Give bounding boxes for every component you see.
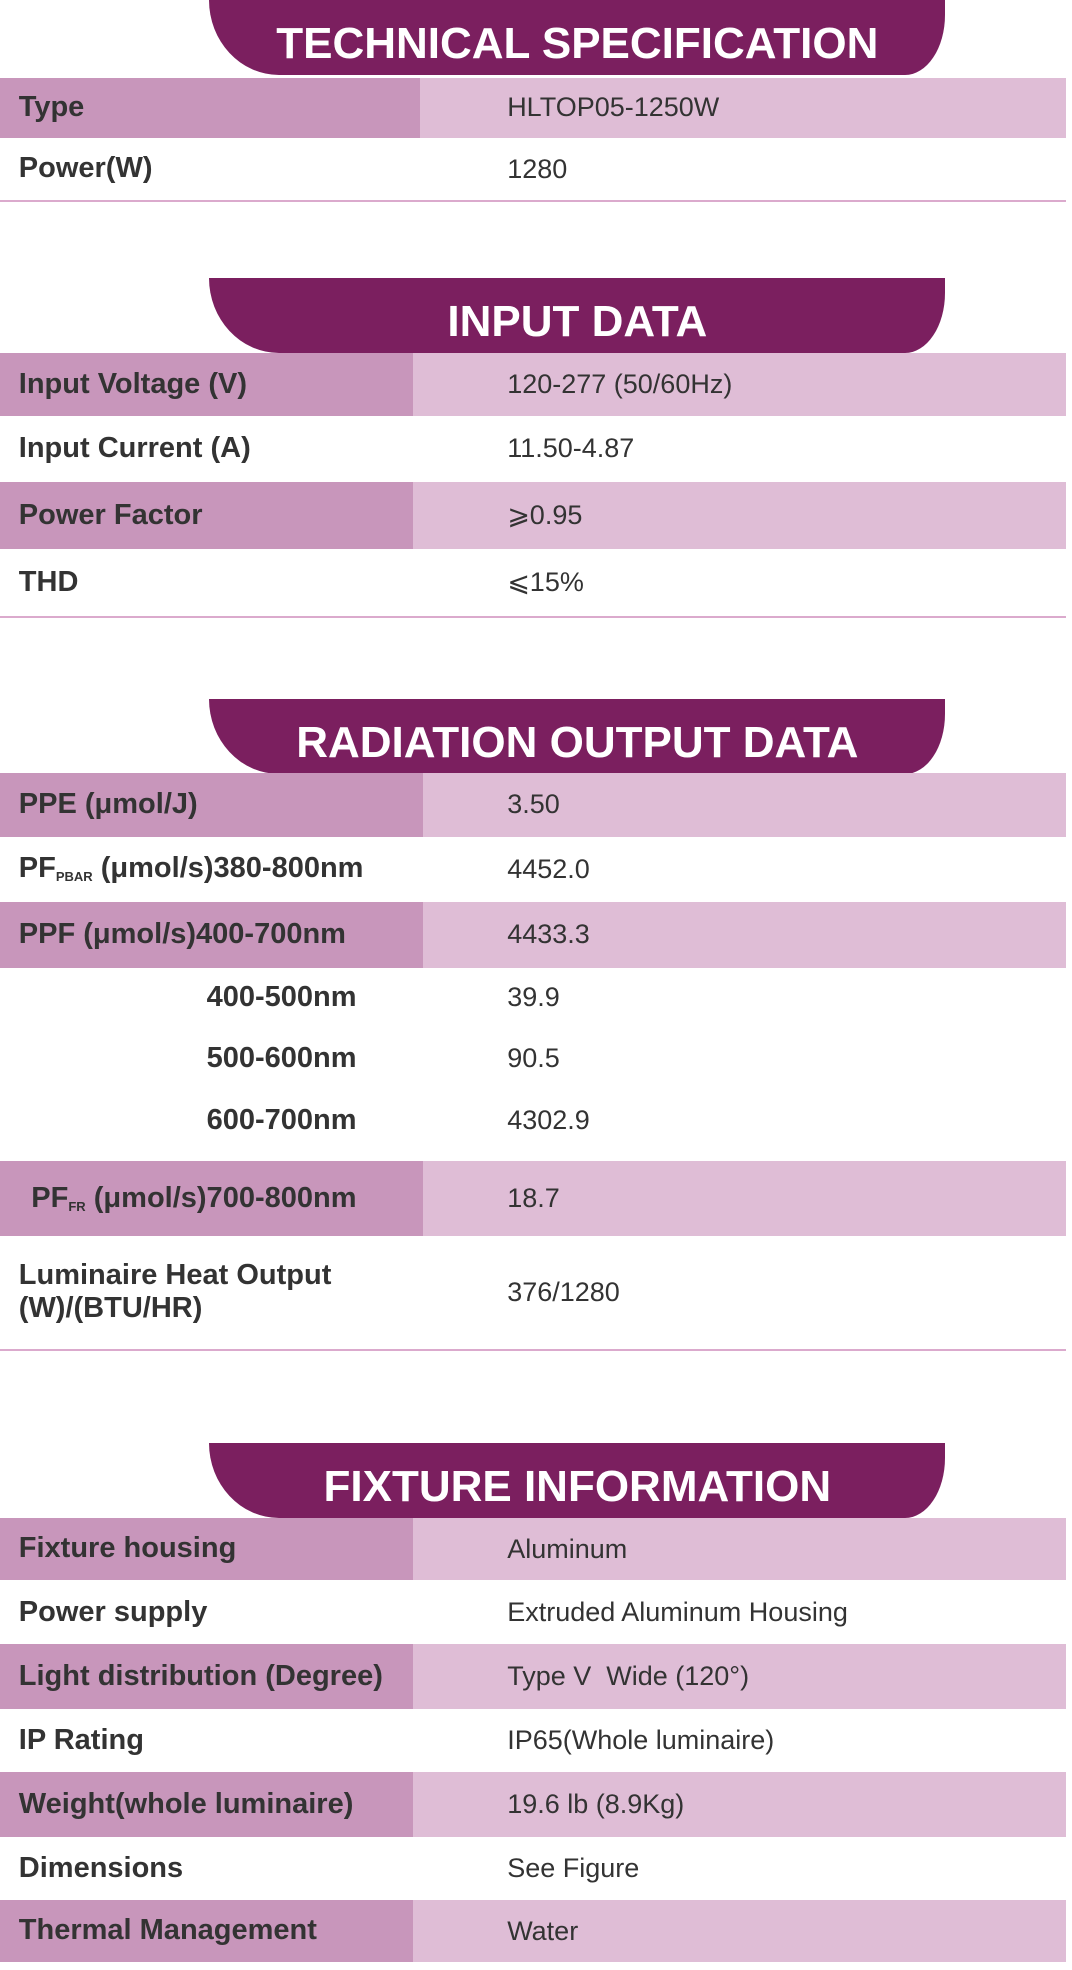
row-label: PFFR (μmol/s)700-800nm — [0, 1160, 424, 1237]
section-header: FIXTURE INFORMATION — [209, 1442, 946, 1518]
label-text: Luminaire Heat Output (W)/(BTU/HR) — [18, 1259, 332, 1325]
row-value: 4433.3 — [423, 901, 1066, 969]
row-value: IP65(Whole luminaire) — [413, 1709, 1065, 1772]
value-text: 3.50 — [507, 789, 560, 820]
row-value: 1280 — [420, 138, 1066, 201]
row-value: 4452.0 — [423, 837, 1065, 902]
row-label: IP Rating — [0, 1709, 413, 1772]
label-text: PFFR (μmol/s)700-800nm — [31, 1182, 356, 1215]
row-label: 500-600nm — [0, 1027, 423, 1090]
label-rest: (μmol/s)700-800nm — [85, 1181, 357, 1214]
value-text: IP65(Whole luminaire) — [507, 1725, 775, 1756]
value-text: 4452.0 — [507, 853, 590, 884]
row-value: 4302.9 — [423, 1090, 1065, 1153]
row-value: Extruded Aluminum Housing — [413, 1580, 1065, 1644]
row-value: 11.50-4.87 — [413, 416, 1065, 482]
row-label: 600-700nm — [0, 1090, 423, 1153]
row-label: Fixture housing — [0, 1517, 414, 1581]
label-text: Type — [18, 91, 85, 124]
row-label: Light distribution (Degree) — [0, 1644, 414, 1710]
row-value: 120-277 (50/60Hz) — [413, 353, 1066, 416]
label-text: Thermal Management — [18, 1914, 317, 1947]
label-text: Light distribution (Degree) — [18, 1660, 383, 1693]
value-text: Extruded Aluminum Housing — [507, 1596, 848, 1627]
row-label: Input Voltage (V) — [0, 353, 414, 416]
label-main: PF — [18, 852, 56, 885]
value-text: 1280 — [507, 153, 568, 184]
value-text: 376/1280 — [507, 1276, 620, 1307]
row-value: 376/1280 — [423, 1236, 1065, 1349]
row-value: ⩽15% — [413, 549, 1065, 617]
value-text: Water — [507, 1915, 579, 1946]
label-text: Power(W) — [18, 152, 153, 185]
label-text: Fixture housing — [18, 1532, 237, 1565]
row-label: PFPBAR (μmol/s)380-800nm — [0, 837, 423, 902]
row-label: Luminaire Heat Output (W)/(BTU/HR) — [0, 1236, 423, 1349]
section-header: TECHNICAL SPECIFICATION — [209, 0, 946, 76]
row-label: THD — [0, 549, 413, 617]
label-text: 400-500nm — [206, 980, 357, 1013]
label-text: Weight(whole luminaire) — [18, 1787, 354, 1820]
label-rest: (μmol/s)380-800nm — [92, 852, 364, 885]
row-value: See Figure — [413, 1837, 1065, 1900]
section-rule — [0, 1348, 1066, 1351]
label-text: THD — [18, 565, 79, 598]
row-label: 400-500nm — [0, 968, 423, 1027]
label-main: PF — [31, 1181, 69, 1214]
section-header: RADIATION OUTPUT DATA — [209, 698, 946, 774]
value-text: 18.7 — [507, 1182, 560, 1213]
row-label: Weight(whole luminaire) — [0, 1772, 414, 1838]
label-subscript: PBAR — [55, 869, 93, 885]
row-label: Power(W) — [0, 138, 420, 201]
row-label: PPE (μmol/J) — [0, 772, 424, 837]
value-text: Type V Wide (120°) — [507, 1661, 750, 1692]
label-text: PPE (μmol/J) — [18, 787, 198, 820]
row-label: Power supply — [0, 1580, 413, 1644]
row-value: ⩾0.95 — [413, 482, 1066, 549]
label-text: Input Voltage (V) — [18, 367, 248, 400]
row-value: 39.9 — [423, 968, 1065, 1027]
row-label: Power Factor — [0, 482, 414, 549]
label-text: Power Factor — [18, 498, 203, 531]
value-text: ⩽15% — [507, 566, 584, 597]
row-value: 18.7 — [423, 1160, 1066, 1237]
value-text: 19.6 lb (8.9Kg) — [507, 1789, 685, 1820]
label-text: 500-600nm — [206, 1041, 357, 1074]
row-label: PPF (μmol/s)400-700nm — [0, 901, 424, 969]
value-text: 11.50-4.87 — [507, 433, 635, 464]
value-text: Aluminum — [507, 1533, 628, 1564]
row-value: HLTOP05-1250W — [419, 77, 1066, 138]
row-value: 90.5 — [423, 1027, 1065, 1090]
label-text: IP Rating — [18, 1724, 144, 1757]
row-label: Type — [0, 77, 420, 138]
row-value: 19.6 lb (8.9Kg) — [413, 1772, 1066, 1838]
section-header: INPUT DATA — [209, 278, 946, 354]
row-value: Aluminum — [413, 1517, 1066, 1581]
value-text: 120-277 (50/60Hz) — [507, 368, 733, 399]
value-text: See Figure — [507, 1852, 640, 1883]
label-text: Input Current (A) — [18, 432, 251, 465]
value-text: 4302.9 — [507, 1105, 590, 1136]
row-label: Input Current (A) — [0, 416, 413, 482]
row-label: Dimensions — [0, 1837, 413, 1900]
section-rule — [0, 200, 1066, 203]
row-value: Type V Wide (120°) — [413, 1644, 1066, 1710]
label-text: 600-700nm — [206, 1104, 357, 1137]
value-text: 39.9 — [507, 981, 560, 1012]
label-text: Power supply — [18, 1595, 208, 1628]
value-text: ⩾0.95 — [507, 499, 583, 530]
value-text: 90.5 — [507, 1042, 560, 1073]
label-subscript: FR — [68, 1198, 86, 1214]
row-value: 3.50 — [423, 772, 1066, 837]
label-text: Dimensions — [18, 1851, 184, 1884]
row-value: Water — [413, 1899, 1066, 1963]
value-text: HLTOP05-1250W — [507, 92, 720, 123]
label-text: PPF (μmol/s)400-700nm — [18, 918, 346, 951]
row-label: Thermal Management — [0, 1899, 414, 1963]
value-text: 4433.3 — [507, 919, 590, 950]
label-text: PFPBAR (μmol/s)380-800nm — [19, 852, 364, 885]
section-rule — [0, 616, 1066, 619]
